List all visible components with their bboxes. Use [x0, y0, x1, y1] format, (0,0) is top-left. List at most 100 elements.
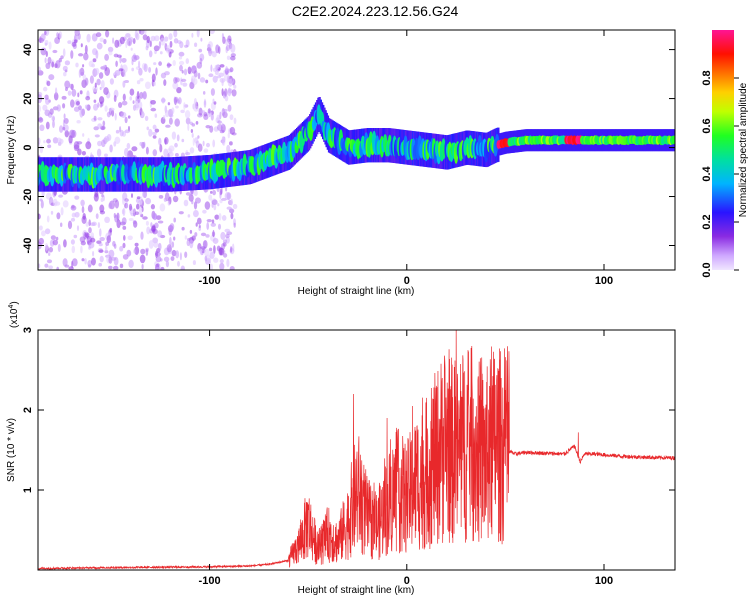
spectrogram-noise-cell: [82, 64, 85, 68]
spectrogram-noise-cell: [168, 33, 173, 41]
spectrogram-noise-cell: [81, 205, 85, 214]
snr-scale-exponent: 4: [8, 305, 15, 309]
spectrogram-noise-cell: [232, 203, 238, 210]
spectrogram-noise-cell: [191, 133, 194, 138]
spectrogram-ylabel: Frequency (Hz): [6, 116, 17, 185]
spectrogram-noise-cell: [132, 100, 135, 104]
spectrogram-noise-cell: [159, 51, 163, 55]
spectrogram-noise-cell: [122, 225, 127, 230]
spectrogram-noise-cell: [150, 204, 155, 210]
spectrogram-noise-cell: [184, 251, 188, 258]
spectrogram-noise-cell: [85, 96, 91, 101]
spectrogram-noise-cell: [165, 124, 171, 128]
spectrogram-noise-cell: [155, 215, 162, 220]
spectrogram-noise-cell: [220, 231, 226, 240]
spectrogram-panel: -100 0 100 -40 -20 0 20 40 Height of straight l…: [6, 29, 676, 297]
spectrogram-noise-cell: [91, 221, 97, 226]
spectrogram-noise-cell: [80, 43, 83, 48]
spectrogram-noise-cell: [118, 102, 123, 108]
spectrogram-noise-cell: [163, 197, 167, 202]
spectrogram-noise-cell: [148, 128, 153, 137]
spectrogram-noise-cell: [153, 45, 160, 52]
spectrogram-noise-cell: [46, 138, 51, 144]
spectrogram-noise-cell: [93, 99, 97, 103]
spectrogram-ytick-label: -20: [22, 189, 34, 205]
spectrogram-noise-cell: [187, 123, 190, 132]
spectrogram-noise-cell: [203, 112, 208, 117]
spectrogram-noise-cell: [38, 66, 42, 73]
spectrogram-noise-cell: [134, 211, 140, 216]
spectrogram-noise-cell: [74, 30, 80, 37]
spectrogram-noise-cell: [94, 189, 99, 198]
spectrogram-noise-cell: [44, 57, 47, 64]
spectrogram-noise-cell: [173, 217, 176, 223]
spectrogram-noise-cell: [173, 236, 176, 241]
spectrogram-noise-cell: [38, 213, 41, 220]
spectrogram-noise-cell: [95, 213, 99, 219]
spectrogram-noise-cell: [193, 190, 198, 197]
spectrogram-noise-cell: [180, 267, 185, 270]
spectrogram-noise-cell: [158, 195, 164, 199]
spectrogram-noise-cell: [48, 74, 55, 81]
spectrogram-noise-cell: [171, 249, 177, 257]
spectrogram-noise-cell: [196, 61, 203, 69]
spectrogram-noise-cell: [65, 87, 68, 92]
spectrogram-noise-cell: [217, 223, 222, 230]
spectrogram-noise-cell: [180, 109, 185, 114]
spectrogram-noise-cell: [206, 142, 210, 148]
spectrogram-noise-cell: [227, 87, 232, 97]
colorbar-tick-label: 0.8: [701, 70, 713, 85]
spectrogram-noise-cell: [104, 250, 109, 254]
colorbar-label: Normalized spectral amplitude: [738, 82, 749, 217]
spectrogram-noise-cell: [209, 251, 215, 259]
spectrogram-noise-cell: [130, 47, 133, 51]
spectrogram-noise-cell: [103, 38, 107, 45]
spectrogram-noise-cell: [221, 214, 227, 221]
spectrogram-noise-cell: [104, 105, 108, 112]
spectrogram-noise-cell: [98, 249, 104, 253]
spectrogram-noise-cell: [79, 236, 86, 243]
spectrogram-noise-cell: [96, 78, 101, 86]
spectrogram-noise-cell: [229, 246, 233, 253]
snr-scale-suffix: ): [9, 301, 20, 304]
spectrogram-noise-cell: [132, 220, 137, 225]
spectrogram-noise-cell: [63, 113, 66, 120]
spectrogram-noise-cell: [205, 79, 209, 84]
spectrogram-noise-cell: [99, 204, 105, 213]
spectrogram-noise-cell: [51, 61, 55, 68]
snr-background: [38, 330, 675, 570]
spectrogram-noise-cell: [226, 192, 232, 200]
spectrogram-noise-cell: [218, 213, 222, 221]
spectrogram-noise-cell: [185, 117, 191, 125]
spectrogram-noise-cell: [119, 245, 124, 252]
spectrogram-noise-cell: [104, 67, 111, 76]
spectrogram-noise-cell: [213, 204, 217, 211]
spectrogram-noise-cell: [160, 72, 167, 79]
spectrogram-noise-cell: [144, 30, 147, 35]
spectrogram-noise-cell: [91, 257, 96, 266]
spectrogram-noise-cell: [52, 49, 58, 54]
spectrogram-noise-cell: [135, 198, 140, 204]
spectrogram-noise-cell: [161, 97, 166, 104]
colorbar-tick-label: 0.4: [701, 165, 713, 181]
spectrogram-noise-cell: [81, 258, 85, 262]
spectrogram-noise-cell: [97, 140, 102, 147]
spectrogram-noise-cell: [78, 53, 84, 57]
spectrogram-noise-cell: [88, 60, 94, 68]
spectrogram-noise-cell: [143, 141, 146, 148]
spectrogram-noise-cell: [112, 265, 119, 270]
spectrogram-noise-cell: [142, 216, 148, 220]
spectrogram-noise-cell: [92, 85, 98, 93]
spectrogram-noise-cell: [178, 211, 184, 215]
spectrogram-noise-cell: [43, 140, 46, 144]
spectrogram-noise-cell: [76, 119, 81, 124]
spectrogram-noise-cell: [77, 92, 80, 98]
spectrogram-noise-cell: [71, 88, 77, 97]
spectrogram-noise-cell: [171, 107, 175, 115]
spectrogram-noise-cell: [44, 228, 51, 235]
spectrogram-noise-cell: [150, 99, 156, 105]
snr-panel: -100 0 100 1 2 3 Height of straight line (km)…: [6, 301, 676, 596]
spectrogram-noise-cell: [94, 67, 100, 76]
spectrogram-noise-cell: [169, 236, 172, 246]
spectrogram-noise-cell: [189, 147, 195, 154]
